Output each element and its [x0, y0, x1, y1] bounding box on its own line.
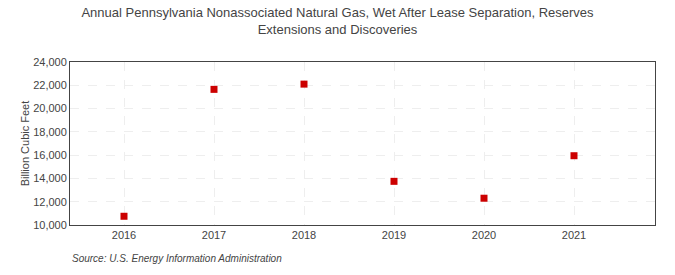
- svg-text:2016: 2016: [112, 229, 136, 241]
- svg-text:2020: 2020: [472, 229, 496, 241]
- svg-text:2021: 2021: [562, 229, 586, 241]
- svg-text:Billion Cubic Feet: Billion Cubic Feet: [19, 101, 31, 187]
- svg-text:Annual Pennsylvania Nonassocia: Annual Pennsylvania Nonassociated Natura…: [81, 5, 594, 37]
- svg-text:16,000: 16,000: [33, 149, 67, 161]
- svg-text:14,000: 14,000: [33, 172, 67, 184]
- svg-text:22,000: 22,000: [33, 79, 67, 91]
- svg-text:Source: U.S. Energy Informatio: Source: U.S. Energy Information Administ…: [72, 253, 282, 264]
- svg-text:2019: 2019: [382, 229, 406, 241]
- svg-text:12,000: 12,000: [33, 196, 67, 208]
- svg-text:18,000: 18,000: [33, 126, 67, 138]
- svg-text:10,000: 10,000: [33, 219, 67, 231]
- svg-text:20,000: 20,000: [33, 102, 67, 114]
- svg-text:2018: 2018: [292, 229, 316, 241]
- svg-text:2017: 2017: [202, 229, 226, 241]
- svg-text:24,000: 24,000: [33, 56, 67, 68]
